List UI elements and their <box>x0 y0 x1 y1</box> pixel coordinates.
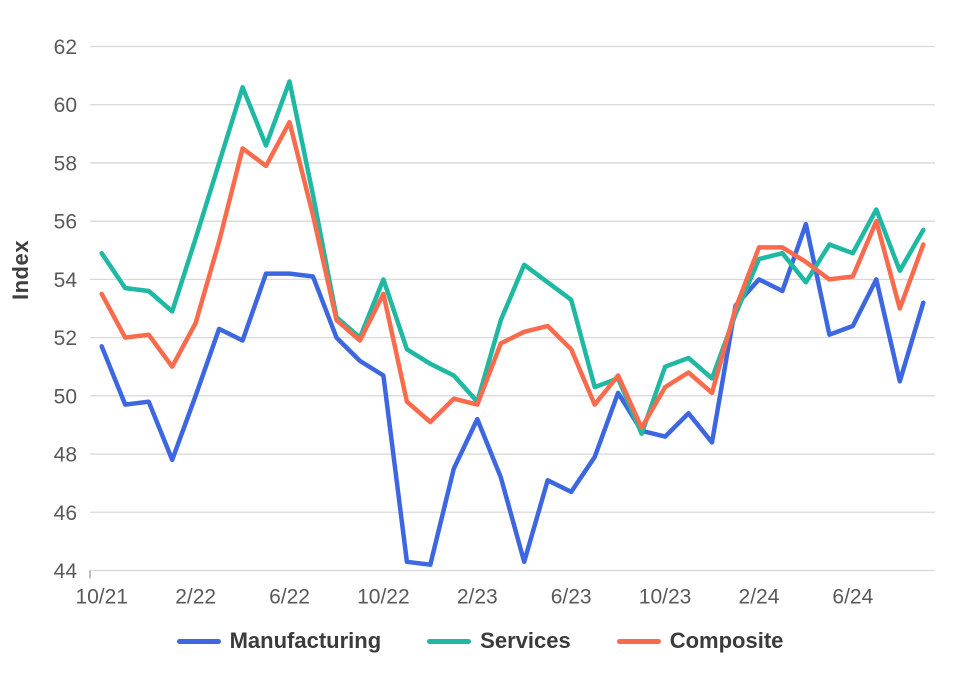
x-tick-label: 6/22 <box>269 586 310 609</box>
series-line-services <box>99 79 926 436</box>
manufacturing-line-swatch <box>176 638 221 644</box>
y-tick-label: 62 <box>54 36 77 59</box>
x-tick-label: 2/23 <box>457 586 498 609</box>
legend-item-services: Services <box>427 628 571 654</box>
x-tick-label: 10/23 <box>639 586 692 609</box>
y-tick-label: 50 <box>54 385 77 408</box>
y-tick-label: 58 <box>54 152 77 175</box>
services-line-swatch <box>427 638 472 644</box>
y-tick-label: 52 <box>54 327 77 350</box>
legend-label-composite: Composite <box>669 628 784 653</box>
legend-label-manufacturing: Manufacturing <box>229 628 382 653</box>
x-tick-label: 2/22 <box>175 586 216 609</box>
series-line-manufacturing <box>99 221 926 567</box>
x-tick-label: 6/23 <box>551 586 592 609</box>
composite-line-swatch <box>616 638 661 644</box>
legend-label-services: Services <box>480 628 571 653</box>
y-tick-label: 44 <box>54 560 78 583</box>
y-tick-label: 60 <box>54 94 77 117</box>
y-tick-label: 54 <box>54 269 78 292</box>
y-tick-label: 46 <box>54 502 77 525</box>
x-tick-label: 10/22 <box>357 586 410 609</box>
series-line-composite <box>99 119 926 431</box>
x-tick-label: 2/24 <box>739 586 780 609</box>
y-axis-title: Index <box>8 240 33 300</box>
y-tick-label: 56 <box>54 211 77 234</box>
legend-item-composite: Composite <box>616 628 784 654</box>
x-tick-label: 6/24 <box>832 586 873 609</box>
x-tick-label: 10/21 <box>75 586 128 609</box>
legend-item-manufacturing: Manufacturing <box>176 628 382 654</box>
y-tick-label: 48 <box>54 444 77 467</box>
chart-legend: Manufacturing Services Composite <box>0 628 960 654</box>
